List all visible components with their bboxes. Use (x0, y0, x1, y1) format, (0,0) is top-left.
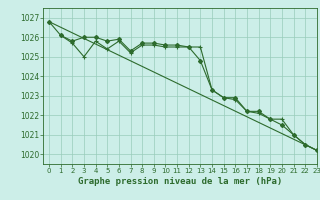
X-axis label: Graphe pression niveau de la mer (hPa): Graphe pression niveau de la mer (hPa) (78, 177, 282, 186)
